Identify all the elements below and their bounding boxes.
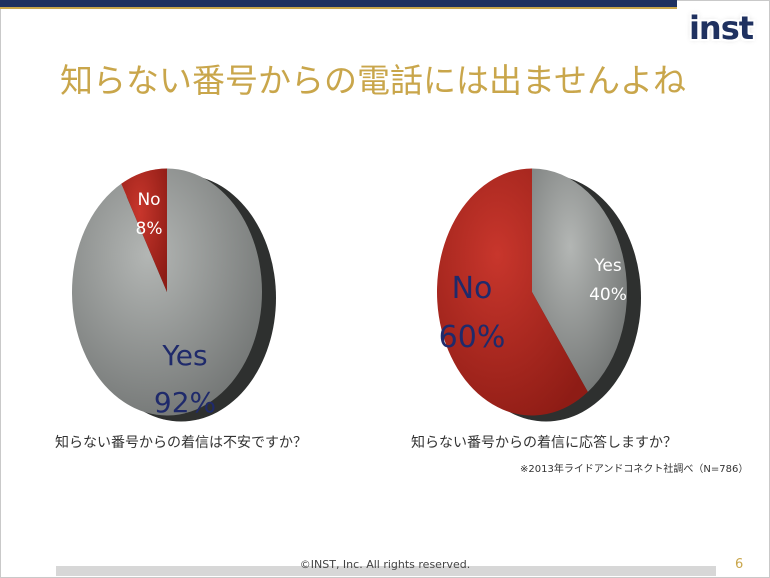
question-anxiety: 知らない番号からの着信は不安ですか？ bbox=[55, 435, 307, 451]
page-number: 6 bbox=[735, 557, 744, 572]
slice-value-no: 8% bbox=[136, 219, 163, 239]
source-note: ※2013年ライドアンドコネクト社調べ（N=786） bbox=[520, 464, 749, 475]
copyright: ©INST, Inc. All rights reserved. bbox=[299, 558, 471, 571]
top-gold-stripe bbox=[0, 7, 677, 9]
footer-bar bbox=[56, 566, 716, 576]
pie-chart-anxiety: Yes 92% No 8% bbox=[55, 150, 345, 440]
slice-label-yes: Yes bbox=[593, 256, 622, 276]
pie-slice-no bbox=[121, 168, 167, 292]
slice-value-no: 60% bbox=[439, 320, 506, 355]
slice-value-yes: 40% bbox=[589, 285, 627, 305]
pie-slice-yes bbox=[532, 168, 627, 392]
inst-logo: inst bbox=[688, 9, 754, 47]
pie-slice-yes bbox=[71, 168, 262, 416]
slice-label-yes: Yes bbox=[161, 339, 207, 372]
slice-value-yes: 92% bbox=[154, 386, 216, 419]
pie-slice-no bbox=[437, 168, 588, 416]
top-accent-bar bbox=[0, 0, 677, 7]
slice-label-no: No bbox=[452, 271, 493, 306]
slide-title: 知らない番号からの電話には出ませんよね bbox=[60, 61, 687, 100]
slice-label-no: No bbox=[137, 190, 160, 210]
pie-chart-answer: Yes 40% No 60% bbox=[420, 150, 710, 440]
question-answer: 知らない番号からの着信に応答しますか？ bbox=[411, 435, 677, 451]
